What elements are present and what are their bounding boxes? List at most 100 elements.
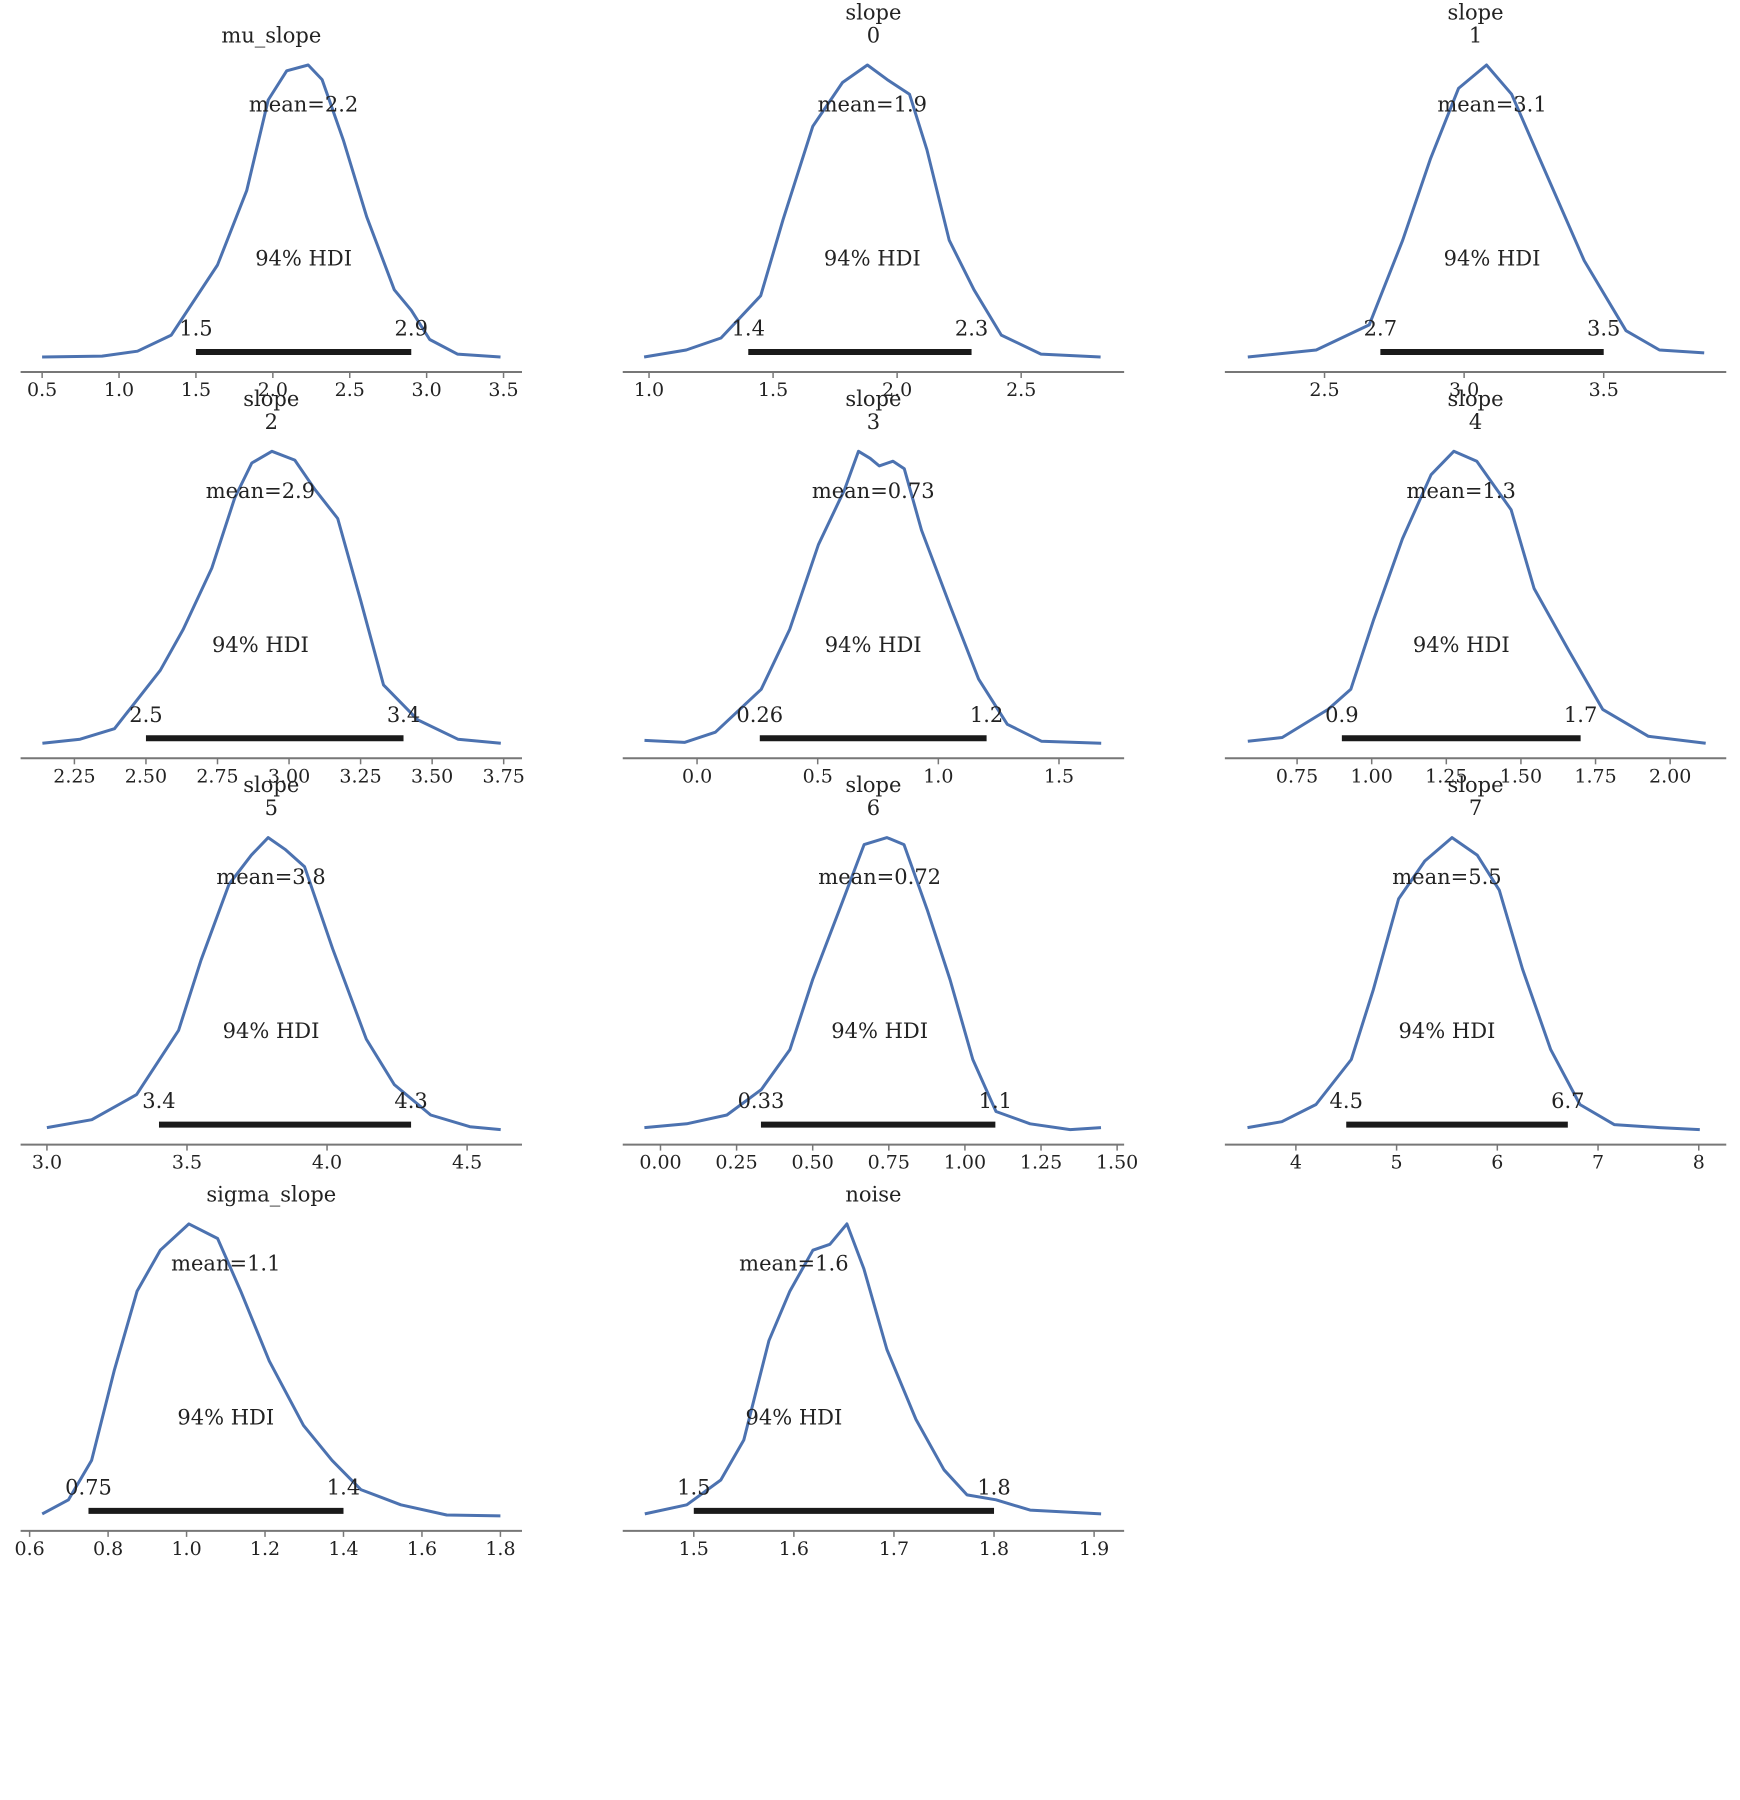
panel-title: noise (845, 1182, 901, 1206)
mean-label: mean=0.72 (818, 865, 941, 889)
mean-label: mean=5.5 (1392, 865, 1501, 889)
x-tick-label: 1.25 (1020, 1152, 1062, 1174)
hdi-label: 94% HDI (177, 1405, 274, 1429)
panel-title: 7 (1469, 796, 1482, 820)
x-tick-label: 3.5 (488, 379, 518, 401)
x-tick-label: 0.00 (639, 1152, 681, 1174)
hdi-high-label: 1.7 (1564, 703, 1597, 727)
x-tick-label: 0.50 (792, 1152, 834, 1174)
x-tick-label: 2.75 (196, 765, 238, 787)
mean-label: mean=1.9 (818, 93, 927, 117)
hdi-label: 94% HDI (745, 1405, 842, 1429)
hdi-label: 94% HDI (831, 1019, 928, 1043)
panel-title: mu_slope (221, 24, 321, 48)
hdi-low-label: 2.7 (1364, 317, 1397, 341)
x-tick-label: 3.0 (32, 1152, 62, 1174)
density-curve (41, 1222, 501, 1518)
x-tick-label: 3.5 (172, 1152, 202, 1174)
hdi-low-label: 0.26 (736, 703, 783, 727)
x-tick-label: 2.5 (1006, 379, 1036, 401)
x-tick-label: 0.5 (803, 765, 833, 787)
x-tick-label: 1.5 (1044, 765, 1074, 787)
x-tick-label: 1.2 (250, 1538, 280, 1560)
x-tick-label: 3.0 (412, 379, 442, 401)
hdi-low-label: 0.33 (738, 1089, 785, 1113)
density-curve (644, 836, 1102, 1132)
x-tick-label: 8 (1693, 1152, 1705, 1174)
mean-label: mean=1.3 (1407, 479, 1516, 503)
mean-label: mean=3.1 (1437, 93, 1546, 117)
x-tick-label: 1.4 (328, 1538, 358, 1560)
hdi-low-label: 4.5 (1330, 1089, 1363, 1113)
panel-title: slope (1448, 387, 1504, 411)
mean-label: mean=1.1 (171, 1251, 280, 1275)
density-curve (46, 836, 501, 1132)
x-tick-label: 4 (1290, 1152, 1302, 1174)
hdi-low-label: 2.5 (129, 703, 162, 727)
x-tick-label: 2.5 (335, 379, 365, 401)
x-tick-label: 1.5 (181, 379, 211, 401)
hdi-high-label: 2.9 (395, 317, 428, 341)
x-tick-label: 1.7 (879, 1538, 909, 1560)
x-tick-label: 0.5 (27, 379, 57, 401)
panel-title: 6 (867, 796, 880, 820)
panel-title: 1 (1469, 24, 1482, 48)
hdi-low-label: 0.9 (1325, 703, 1358, 727)
x-tick-label: 2.0 (258, 379, 288, 401)
hdi-high-label: 6.7 (1551, 1089, 1584, 1113)
density-curve (1247, 449, 1706, 745)
x-tick-label: 3.5 (1589, 379, 1619, 401)
panel-title: slope (1448, 773, 1504, 797)
x-tick-label: 1.75 (1574, 765, 1616, 787)
hdi-low-label: 1.5 (179, 317, 212, 341)
x-tick-label: 6 (1491, 1152, 1503, 1174)
hdi-label: 94% HDI (825, 633, 922, 657)
panel-title: slope (845, 1, 901, 25)
hdi-high-label: 1.4 (327, 1475, 360, 1499)
density-curve (644, 449, 1102, 745)
x-tick-label: 4.5 (452, 1152, 482, 1174)
x-tick-label: 1.50 (1500, 765, 1542, 787)
mean-label: mean=2.2 (249, 93, 358, 117)
hdi-label: 94% HDI (824, 247, 921, 271)
hdi-high-label: 4.3 (394, 1089, 427, 1113)
panel-title: 0 (867, 24, 880, 48)
density-curve (644, 1222, 1102, 1516)
x-tick-label: 3.50 (411, 765, 453, 787)
panel-title: 4 (1469, 410, 1482, 434)
panel-title: slope (845, 387, 901, 411)
x-tick-label: 1.8 (485, 1538, 515, 1560)
x-tick-label: 3.0 (1449, 379, 1479, 401)
x-tick-label: 1.50 (1096, 1152, 1138, 1174)
density-curve (1247, 836, 1700, 1132)
mean-label: mean=2.9 (206, 479, 315, 503)
hdi-label: 94% HDI (1413, 633, 1510, 657)
hdi-low-label: 3.4 (142, 1089, 175, 1113)
x-tick-label: 1.8 (979, 1538, 1009, 1560)
x-tick-label: 2.0 (882, 379, 912, 401)
x-tick-label: 0.75 (1276, 765, 1318, 787)
hdi-label: 94% HDI (1444, 247, 1541, 271)
density-curve (42, 63, 501, 359)
x-tick-label: 2.00 (1649, 765, 1691, 787)
mean-label: mean=3.8 (216, 865, 325, 889)
x-tick-label: 0.8 (93, 1538, 123, 1560)
x-tick-label: 1.6 (407, 1538, 437, 1560)
x-tick-label: 3.75 (483, 765, 525, 787)
hdi-label: 94% HDI (255, 247, 352, 271)
x-tick-label: 1.00 (1351, 765, 1393, 787)
x-tick-label: 1.5 (679, 1538, 709, 1560)
x-tick-label: 4.0 (312, 1152, 342, 1174)
x-tick-label: 1.9 (1079, 1538, 1109, 1560)
hdi-label: 94% HDI (223, 1019, 320, 1043)
hdi-low-label: 1.4 (732, 317, 765, 341)
hdi-low-label: 1.5 (677, 1475, 710, 1499)
x-tick-label: 7 (1592, 1152, 1604, 1174)
x-tick-label: 3.00 (268, 765, 310, 787)
panel-title: 2 (265, 410, 278, 434)
x-tick-label: 2.50 (125, 765, 167, 787)
x-tick-label: 1.0 (104, 379, 134, 401)
hdi-high-label: 1.8 (977, 1475, 1010, 1499)
panel-title: 5 (265, 796, 278, 820)
